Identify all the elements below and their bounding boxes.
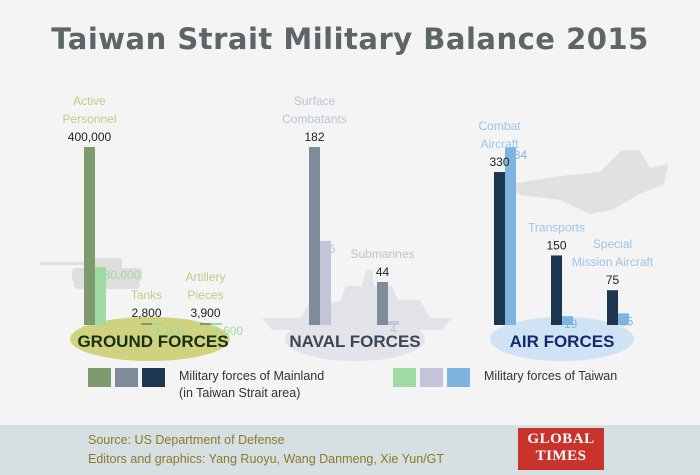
category-label-1-0: Surface Combatants (282, 94, 347, 126)
value-label-mainland-0-2: 3,900 (190, 306, 220, 320)
group-label-2: AIR FORCES (510, 332, 615, 351)
legend-mainland-line1: Military forces of Mainland (179, 369, 325, 383)
value-label-taiwan-2-0: 384 (507, 148, 527, 162)
bar-taiwan-2-1 (562, 316, 573, 325)
bar-taiwan-2-2 (618, 313, 629, 325)
bar-mainland-0-1 (141, 323, 152, 325)
value-label-taiwan-2-2: 25 (620, 314, 634, 328)
group-label-1: NAVAL FORCES (289, 332, 420, 351)
value-label-mainland-0-1: 2,800 (131, 306, 161, 320)
category-label-2-1: Transports (528, 220, 585, 234)
category-label-1-1: Submarines (350, 247, 414, 261)
legend-taiwan: Military forces of Taiwan (393, 368, 617, 387)
bar-taiwan-0-2 (211, 323, 222, 325)
military-balance-chart: 400,000 130,000 Active Personnel 2,800 1,100 T… (40, 94, 668, 361)
bar-mainland-2-2 (607, 290, 618, 325)
legend-mainland: Military forces of Mainland (in Taiwan S… (88, 368, 324, 402)
category-label-0-1: Tanks (131, 288, 162, 302)
bar-taiwan-0-1 (152, 323, 163, 325)
value-label-mainland-1-1: 44 (376, 265, 390, 279)
value-label-taiwan-0-1: 1,100 (154, 324, 184, 338)
legend-swatch-mainland-ground (88, 368, 111, 387)
bar-mainland-2-0 (494, 172, 505, 325)
value-label-taiwan-1-0: 86 (322, 242, 336, 256)
chart-title: Taiwan Strait Military Balance 2015 (51, 22, 649, 56)
legend-swatch-taiwan-air (447, 368, 470, 387)
logo-line-2: TIMES (535, 448, 587, 464)
category-label-0-0: Active Personnel (62, 94, 116, 126)
group-base-1 (285, 317, 425, 361)
value-label-taiwan-0-0: 130,000 (97, 268, 141, 282)
value-label-mainland-0-0: 400,000 (68, 130, 112, 144)
source-text: Source: US Department of Defense (88, 433, 285, 447)
group-base-0 (70, 317, 230, 361)
bar-taiwan-1-0 (320, 240, 331, 325)
bar-mainland-1-0 (309, 147, 320, 325)
legend-swatch-mainland-air (142, 368, 165, 387)
value-label-taiwan-0-2: 1,600 (213, 324, 243, 338)
fighter-jet-silhouette (505, 150, 668, 214)
bar-taiwan-0-0 (95, 267, 106, 325)
legend-swatch-mainland-naval (115, 368, 138, 387)
global-times-logo: GLOBAL TIMES (518, 428, 604, 470)
category-label-2-2: Special Mission Aircraft (572, 237, 654, 269)
group-label-0: GROUND FORCES (77, 332, 228, 351)
category-label-2-0: Combat Aircraft (478, 119, 521, 151)
category-label-0-2: Artillery Pieces (185, 270, 225, 302)
bar-mainland-2-1 (551, 255, 562, 325)
editors-text: Editors and graphics: Yang Ruoyu, Wang D… (88, 452, 444, 466)
bar-taiwan-1-1 (388, 321, 399, 325)
bar-mainland-1-1 (377, 281, 388, 325)
value-label-mainland-1-0: 182 (304, 130, 324, 144)
value-label-taiwan-1-1: 4 (390, 322, 397, 336)
legend-label-mainland: Military forces of Mainland (in Taiwan S… (179, 368, 324, 402)
value-label-mainland-2-0: 330 (489, 155, 509, 169)
legend-swatch-taiwan-ground (393, 368, 416, 387)
legend-label-taiwan: Military forces of Taiwan (484, 369, 618, 383)
bar-mainland-0-0 (84, 147, 95, 325)
legend-mainland-line2: (in Taiwan Strait area) (179, 386, 301, 400)
logo-line-1: GLOBAL (527, 431, 595, 447)
value-label-taiwan-2-1: 19 (564, 317, 578, 331)
legend-swatch-taiwan-naval (420, 368, 443, 387)
value-label-mainland-2-2: 75 (606, 273, 620, 287)
bar-taiwan-2-0 (505, 147, 516, 325)
value-label-mainland-2-1: 150 (546, 238, 566, 252)
group-base-2 (490, 317, 634, 361)
bar-mainland-0-2 (200, 323, 211, 325)
